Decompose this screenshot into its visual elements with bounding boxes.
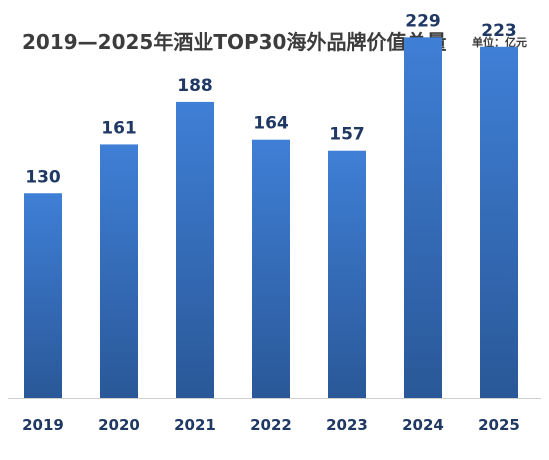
x-tick-label-2021: 2021 — [174, 416, 216, 434]
bar-2024 — [404, 37, 442, 398]
bar-2022 — [252, 139, 290, 398]
x-tick-label-2023: 2023 — [326, 416, 368, 434]
data-label-2019: 130 — [25, 167, 61, 187]
labels-group: 1302019161202018820211642022157202322920… — [22, 11, 520, 434]
bar-2023 — [328, 150, 366, 398]
data-label-2025: 223 — [481, 21, 517, 41]
x-tick-label-2024: 2024 — [402, 416, 444, 434]
x-tick-label-2020: 2020 — [98, 416, 140, 434]
x-tick-label-2019: 2019 — [22, 416, 64, 434]
bar-2020 — [100, 144, 138, 398]
data-label-2020: 161 — [101, 118, 137, 138]
bars-group — [24, 37, 518, 399]
unit-label: 单位：亿元 — [472, 36, 527, 49]
data-label-2021: 188 — [177, 76, 213, 96]
chart-title: 2019—2025年酒业TOP30海外品牌价值总量 — [22, 30, 447, 54]
data-label-2022: 164 — [253, 114, 289, 134]
x-tick-label-2022: 2022 — [250, 416, 292, 434]
data-label-2024: 229 — [405, 11, 441, 31]
bar-2019 — [24, 193, 62, 398]
x-tick-label-2025: 2025 — [478, 416, 520, 434]
bar-2025 — [480, 46, 518, 399]
data-label-2023: 157 — [329, 125, 365, 145]
bar-2021 — [176, 101, 214, 399]
